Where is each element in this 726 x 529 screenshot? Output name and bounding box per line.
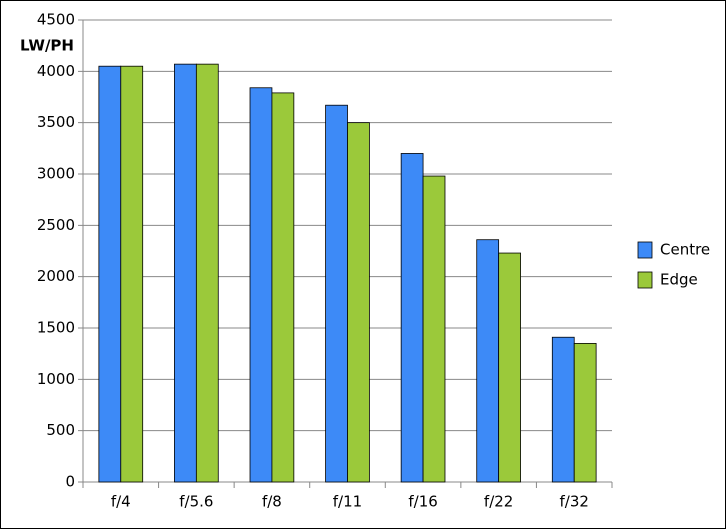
bar bbox=[249, 87, 273, 483]
y-tick-label: 1000 bbox=[37, 370, 75, 388]
bar bbox=[498, 252, 521, 483]
legend-label: Edge bbox=[660, 271, 698, 289]
x-tick-label: f/16 bbox=[408, 493, 437, 511]
y-tick-label: 3500 bbox=[37, 113, 75, 131]
bar bbox=[573, 342, 597, 483]
x-tick-label: f/11 bbox=[333, 493, 362, 511]
x-tick-label: f/4 bbox=[111, 493, 131, 511]
bar bbox=[98, 65, 122, 483]
bar bbox=[400, 153, 424, 483]
y-tick-label: 3000 bbox=[37, 165, 75, 183]
x-tick-label: f/5.6 bbox=[179, 493, 213, 511]
y-tick-label: 2000 bbox=[37, 267, 75, 285]
bar bbox=[476, 239, 500, 483]
x-tick-label: f/32 bbox=[560, 493, 589, 511]
bar bbox=[120, 65, 144, 483]
legend-swatch bbox=[637, 241, 653, 259]
bar bbox=[325, 104, 348, 483]
legend-swatch bbox=[637, 271, 653, 289]
y-tick-label: 0 bbox=[65, 473, 75, 491]
bar bbox=[195, 63, 219, 483]
bar bbox=[422, 175, 446, 483]
y-tick-label: 500 bbox=[46, 421, 75, 439]
y-tick-label: 4500 bbox=[37, 11, 75, 29]
x-tick-label: f/8 bbox=[262, 493, 282, 511]
bar bbox=[347, 122, 370, 483]
y-tick-label: 4000 bbox=[37, 62, 75, 80]
bar bbox=[271, 92, 295, 483]
bar bbox=[551, 336, 575, 483]
y-tick-label: 1500 bbox=[37, 319, 75, 337]
y-axis-label: LW/PH bbox=[20, 37, 74, 55]
legend-label: Centre bbox=[660, 241, 710, 259]
y-tick-label: 2500 bbox=[37, 216, 75, 234]
bar bbox=[174, 63, 197, 483]
x-tick-label: f/22 bbox=[484, 493, 513, 511]
